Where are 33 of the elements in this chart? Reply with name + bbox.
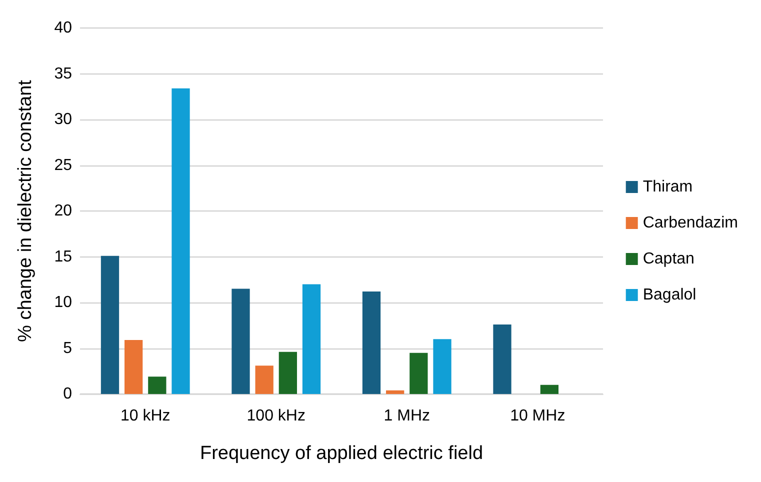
y-tick-label: 10 xyxy=(54,294,72,311)
bar xyxy=(232,288,250,394)
y-tick-label: 5 xyxy=(63,340,72,357)
y-tick-label: 25 xyxy=(54,156,72,174)
bar xyxy=(493,324,512,394)
bar xyxy=(362,292,381,394)
y-tick-label: 30 xyxy=(54,111,72,128)
bar xyxy=(302,284,321,394)
y-tick-label: 0 xyxy=(63,386,72,402)
x-tick-label: 10 kHz xyxy=(120,408,170,424)
x-tick-label: 1 MHz xyxy=(384,408,430,424)
x-tick-label: 10 MHz xyxy=(510,408,566,424)
bar xyxy=(386,390,404,394)
bar xyxy=(124,340,143,394)
bar xyxy=(172,88,190,394)
bar xyxy=(410,352,428,394)
y-tick-label: 35 xyxy=(54,65,72,82)
x-axis-title: Frequency of applied electric field xyxy=(200,443,484,464)
bar xyxy=(278,352,297,394)
y-tick-label: 40 xyxy=(54,20,72,36)
legend-label: Carbendazim xyxy=(642,214,738,232)
bar xyxy=(433,339,452,394)
legend-label: Bagalol xyxy=(642,286,696,304)
x-tick-label: 100 kHz xyxy=(246,408,306,424)
y-tick-label: 15 xyxy=(54,248,72,266)
y-tick-label: 20 xyxy=(54,202,72,220)
bar xyxy=(540,384,558,394)
bar xyxy=(100,256,120,394)
bar xyxy=(255,366,274,394)
y-axis-title: % change in dielectric constant xyxy=(15,79,36,342)
legend-label: Thiram xyxy=(642,178,693,196)
legend-label: Captan xyxy=(642,250,694,268)
bar xyxy=(148,376,166,394)
